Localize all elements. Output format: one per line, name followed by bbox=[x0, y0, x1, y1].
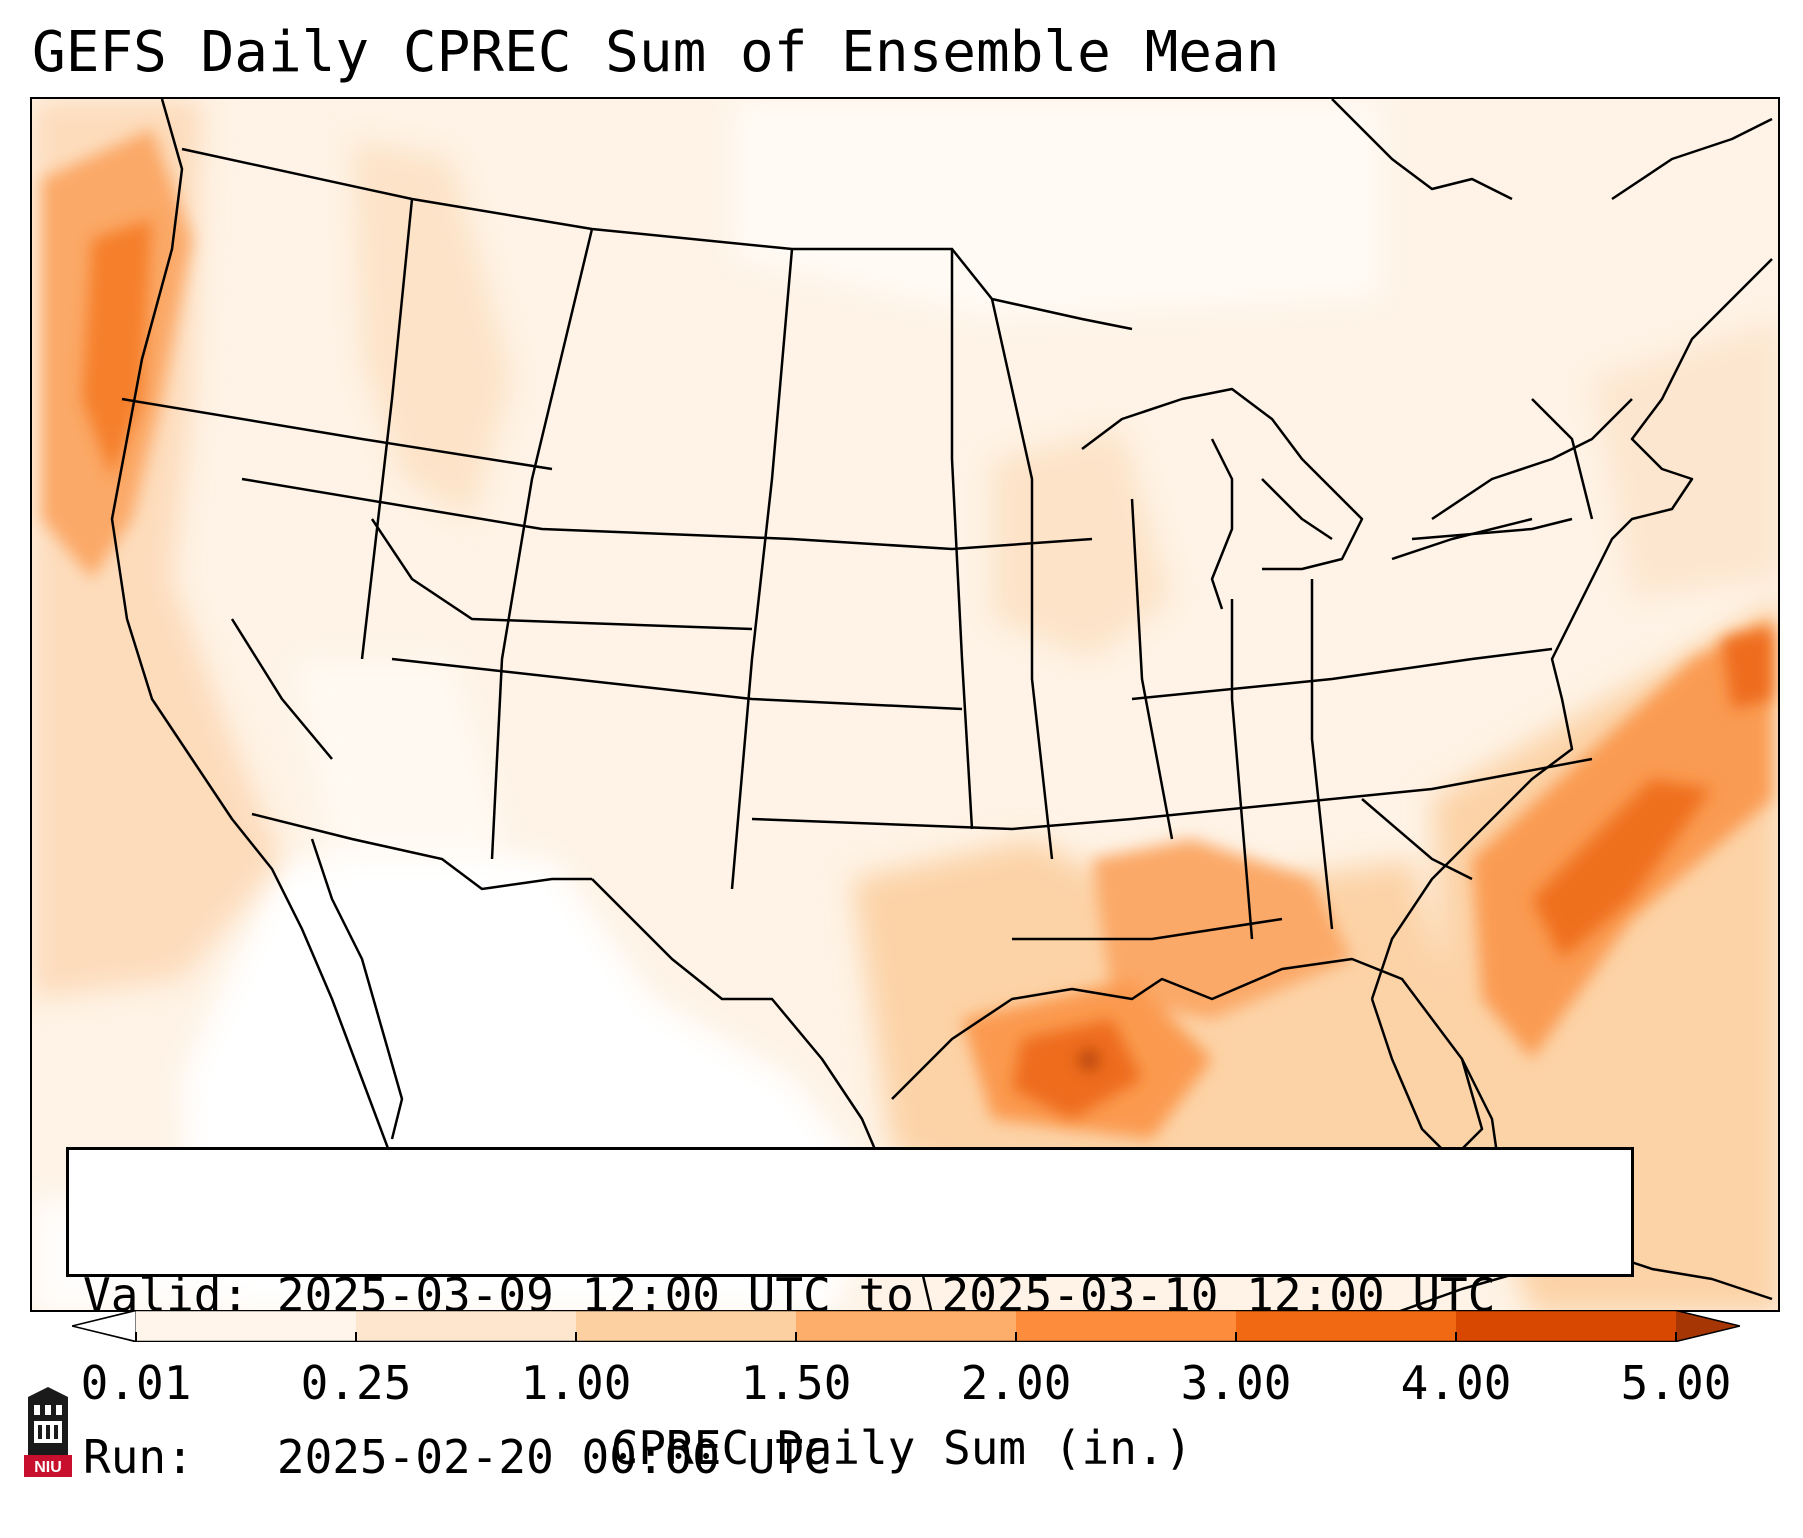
run-label: Run: bbox=[83, 1430, 194, 1484]
colorbar-segment bbox=[136, 1310, 357, 1342]
colorbar-ticks bbox=[135, 1332, 1677, 1342]
colorbar-segment bbox=[1236, 1310, 1457, 1342]
colorbar-label: CPREC Daily Sum (in.) bbox=[610, 1421, 1193, 1475]
colorbar-segment bbox=[356, 1310, 577, 1342]
colorbar bbox=[72, 1310, 1740, 1342]
colorbar-segment bbox=[796, 1310, 1017, 1342]
colorbar-extend-low bbox=[72, 1310, 137, 1342]
map-title: GEFS Daily CPREC Sum of Ensemble Mean bbox=[32, 20, 1280, 85]
colorbar-tick-label: 0.25 bbox=[300, 1356, 412, 1410]
colorbar-segment bbox=[1016, 1310, 1237, 1342]
colorbar-extend-high bbox=[1676, 1310, 1740, 1342]
colorbar-tick-label: 2.00 bbox=[960, 1356, 1072, 1410]
precip-field-high bbox=[82, 219, 1772, 1119]
colorbar-segment bbox=[576, 1310, 797, 1342]
university-tower-icon: NIU bbox=[24, 1387, 72, 1477]
map-panel bbox=[30, 97, 1780, 1312]
colorbar-tick-label: 1.00 bbox=[520, 1356, 632, 1410]
run-value: 2025-02-20 00:00 UTC bbox=[276, 1430, 831, 1484]
colorbar-tick-label: 5.00 bbox=[1620, 1356, 1732, 1410]
colorbar-tick-label: 0.01 bbox=[80, 1356, 192, 1410]
colorbar-tick-label: 4.00 bbox=[1400, 1356, 1512, 1410]
validity-box: Valid: 2025-03-09 12:00 UTC to 2025-03-1… bbox=[66, 1147, 1634, 1484]
colorbar-segments bbox=[72, 1310, 1740, 1342]
colorbar-tick-label: 1.50 bbox=[740, 1356, 852, 1410]
precip-map bbox=[32, 99, 1778, 1310]
state-borders bbox=[121, 147, 1594, 941]
logo-text: NIU bbox=[34, 1459, 62, 1476]
run-line: Run: 2025-02-20 00:00 UTC bbox=[83, 1430, 1617, 1484]
colorbar-segment bbox=[1456, 1310, 1677, 1342]
colorbar-tick-label: 3.00 bbox=[1180, 1356, 1292, 1410]
